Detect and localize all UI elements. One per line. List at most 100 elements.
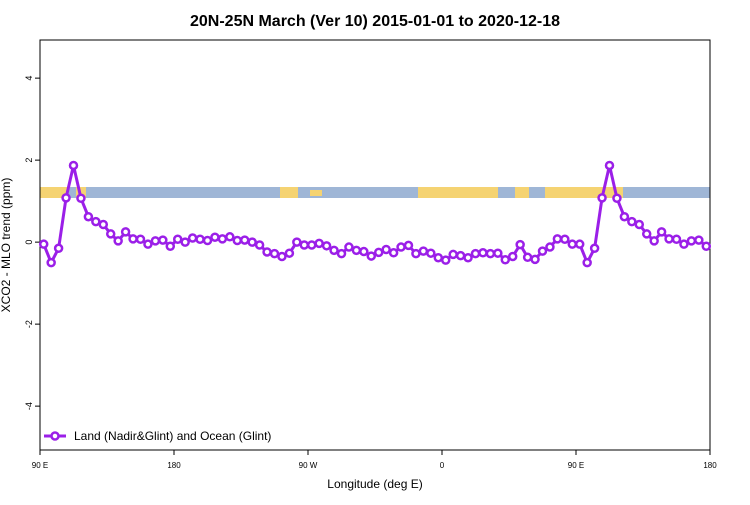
point: [105, 229, 116, 239]
point: [411, 248, 421, 259]
series-line: [42, 165, 708, 267]
point: [329, 245, 339, 256]
point: [686, 236, 697, 246]
point: [649, 236, 659, 246]
point: [403, 240, 414, 251]
point: [210, 232, 220, 242]
point: [619, 211, 630, 222]
point: [396, 242, 406, 252]
point: [478, 248, 488, 258]
y-tick-label: -2: [24, 320, 34, 328]
point: [627, 216, 637, 227]
point: [262, 247, 272, 257]
point: [634, 219, 645, 230]
point: [359, 246, 369, 257]
point: [68, 160, 79, 171]
y-tick-label: 0: [24, 240, 34, 245]
point: [515, 239, 525, 250]
point: [284, 248, 295, 258]
point: [448, 249, 458, 260]
point: [440, 255, 451, 265]
point: [306, 240, 317, 250]
y-tick-label: 2: [24, 158, 34, 163]
point: [373, 247, 384, 258]
x-tick-label: 180: [167, 461, 181, 470]
point: [172, 234, 183, 245]
point: [664, 234, 674, 244]
point: [463, 252, 473, 263]
point: [254, 240, 265, 250]
point: [120, 227, 131, 237]
point: [225, 232, 235, 242]
point: [128, 234, 138, 244]
point: [61, 193, 71, 203]
point: [113, 236, 123, 246]
point: [299, 240, 310, 250]
point: [165, 241, 176, 251]
point: [455, 250, 466, 261]
point: [217, 234, 228, 244]
map-band: [40, 187, 710, 198]
point: [91, 216, 101, 227]
point: [76, 193, 86, 204]
point: [351, 245, 362, 256]
point: [314, 238, 324, 249]
point: [641, 229, 652, 239]
point: [701, 241, 712, 251]
point: [277, 251, 287, 262]
point: [381, 244, 391, 255]
point: [522, 252, 533, 263]
point: [202, 235, 213, 246]
x-tick-label: 90 W: [299, 461, 318, 470]
point: [671, 234, 682, 245]
point: [269, 248, 280, 259]
point: [150, 236, 161, 246]
point: [433, 252, 444, 263]
point: [239, 235, 250, 245]
point: [493, 248, 503, 258]
point: [158, 235, 168, 245]
point: [180, 237, 190, 247]
chart-title: 20N-25N March (Ver 10) 2015-01-01 to 202…: [190, 13, 560, 30]
plot-frame: [39, 39, 711, 451]
point: [418, 246, 429, 256]
point: [470, 248, 481, 259]
y-tick-label: 4: [24, 76, 34, 81]
point: [545, 242, 555, 252]
point: [53, 243, 64, 254]
point: [247, 237, 257, 247]
legend-marker: [50, 431, 60, 441]
point: [98, 219, 109, 230]
point: [612, 193, 622, 204]
point: [344, 242, 354, 252]
point: [679, 239, 689, 249]
point: [656, 227, 667, 237]
point: [38, 239, 49, 249]
point: [500, 255, 511, 265]
point: [336, 248, 347, 259]
point: [292, 237, 302, 247]
point: [426, 248, 436, 258]
point: [83, 211, 94, 222]
point: [574, 239, 585, 249]
point: [694, 235, 704, 245]
point: [187, 233, 198, 243]
point: [530, 254, 540, 265]
x-tick-label: 180: [703, 461, 717, 470]
x-tick-label: 90 E: [568, 461, 584, 470]
point: [135, 234, 146, 245]
point: [388, 248, 399, 258]
x-tick-label: 90 E: [32, 461, 48, 470]
point: [560, 234, 570, 245]
point: [589, 243, 600, 254]
point: [366, 251, 377, 261]
point: [143, 239, 153, 249]
point: [582, 257, 592, 268]
point: [507, 251, 518, 262]
point: [321, 241, 332, 251]
point: [232, 235, 243, 246]
y-tick-label: -4: [24, 402, 34, 410]
x-tick-label: 0: [440, 461, 445, 470]
point: [485, 248, 496, 259]
